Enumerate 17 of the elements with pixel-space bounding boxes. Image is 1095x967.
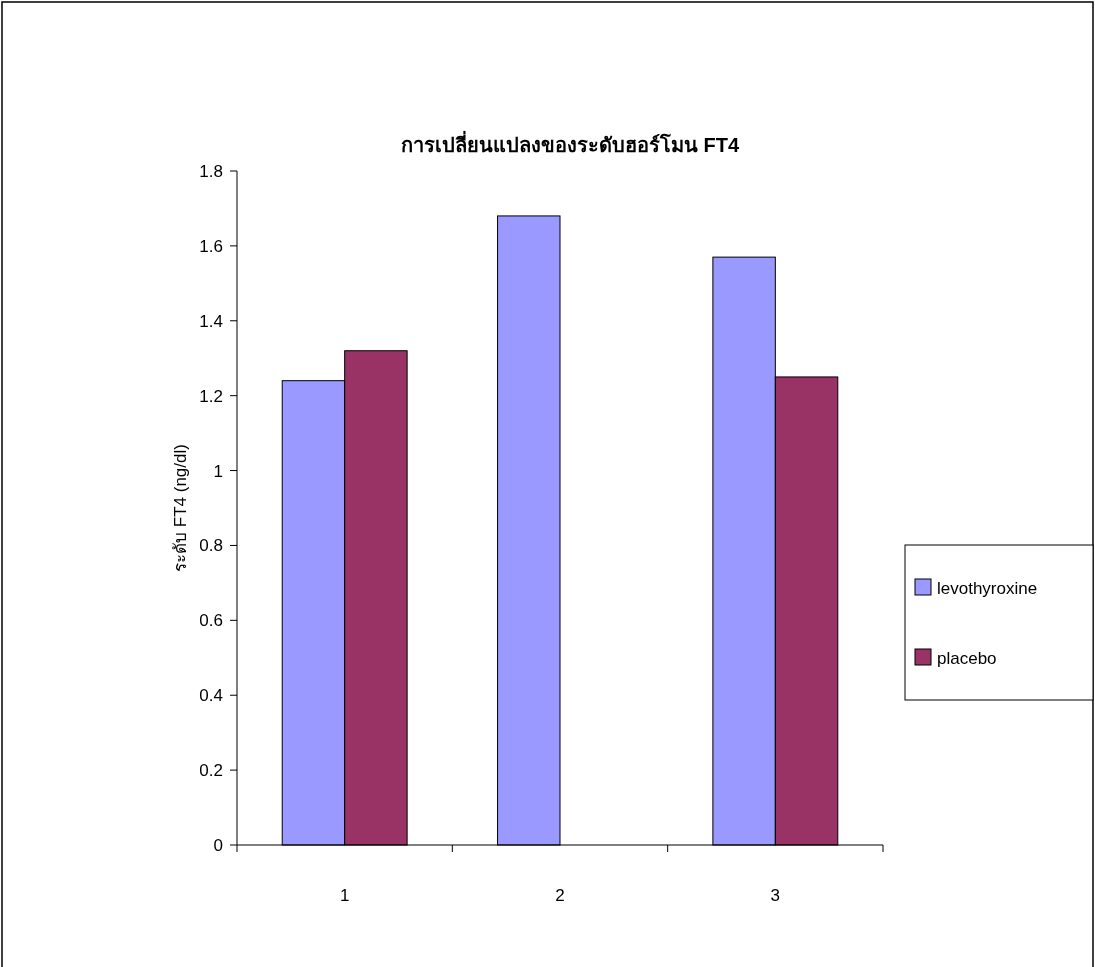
y-tick-label: 0.4 — [199, 686, 223, 706]
legend-label: placebo — [937, 649, 997, 668]
y-tick-label: 0 — [213, 836, 223, 855]
y-tick-label: 0.2 — [199, 761, 223, 781]
legend-label: levothyroxine — [937, 579, 1038, 598]
y-tick-label: 0.8 — [199, 536, 223, 556]
chart-title: การเปลี่ยนแปลงของระดับฮอร์โมน FT4 — [400, 130, 740, 156]
x-tick-label: 2 — [555, 886, 565, 905]
x-tick-label: 3 — [770, 886, 781, 905]
y-tick-label: 1 — [213, 461, 223, 481]
y-tick-label: 1.4 — [199, 311, 223, 331]
y-tick-label: 1.6 — [199, 236, 223, 256]
y-axis-title: ระดับ FT4 (ng/dl) — [171, 444, 190, 572]
y-tick-label: 0.6 — [199, 611, 223, 631]
y-tick-label: 1.2 — [199, 386, 223, 406]
y-tick-label: 1.8 — [199, 162, 223, 181]
x-tick-label: 1 — [339, 886, 350, 905]
